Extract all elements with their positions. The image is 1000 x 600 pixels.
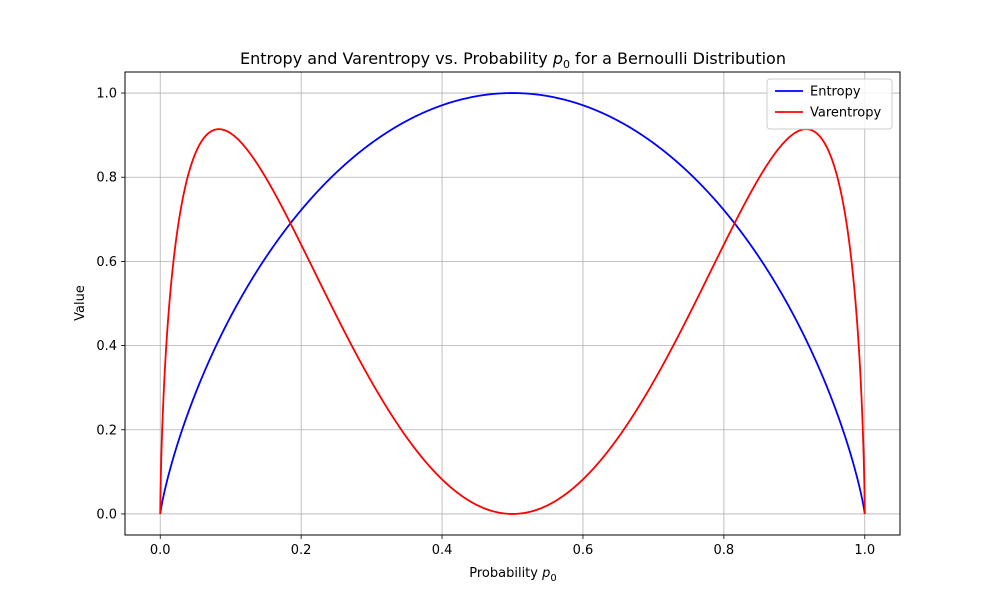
y-tick-label: 0.6: [96, 255, 117, 270]
x-tick-label: 0.8: [714, 543, 735, 558]
x-tick-label: 0.0: [150, 543, 171, 558]
series-layer: [159, 92, 866, 515]
grid-lines: [125, 72, 900, 535]
plot-frame: [124, 71, 901, 536]
chart-title: Entropy and Varentropy vs. Probability p…: [240, 49, 786, 71]
y-tick-label: 1.0: [96, 87, 117, 102]
x-axis-label: Probability p0: [469, 566, 557, 584]
series-line-varentropy: [159, 128, 866, 515]
x-tick-label: 0.4: [432, 543, 453, 558]
legend: Entropy Varentropy: [766, 78, 893, 130]
y-tick-label: 0.2: [96, 423, 117, 438]
y-tick-label: 0.8: [96, 171, 117, 186]
y-axis-label: Value: [73, 285, 88, 321]
y-tick-label: 0.0: [96, 507, 117, 522]
x-tick-label: 0.6: [573, 543, 594, 558]
ticks-layer: 0.0 0.2 0.4 0.6 0.8 1.0 0.0 0.2 0.4 0.6 0.8 1.0: [96, 87, 875, 558]
x-tick-label: 1.0: [854, 543, 875, 558]
x-tick-label: 0.2: [291, 543, 312, 558]
legend-label-entropy: Entropy: [810, 85, 861, 100]
y-tick-label: 0.4: [96, 339, 117, 354]
legend-label-varentropy: Varentropy: [810, 106, 882, 121]
series-line-entropy: [159, 92, 866, 515]
